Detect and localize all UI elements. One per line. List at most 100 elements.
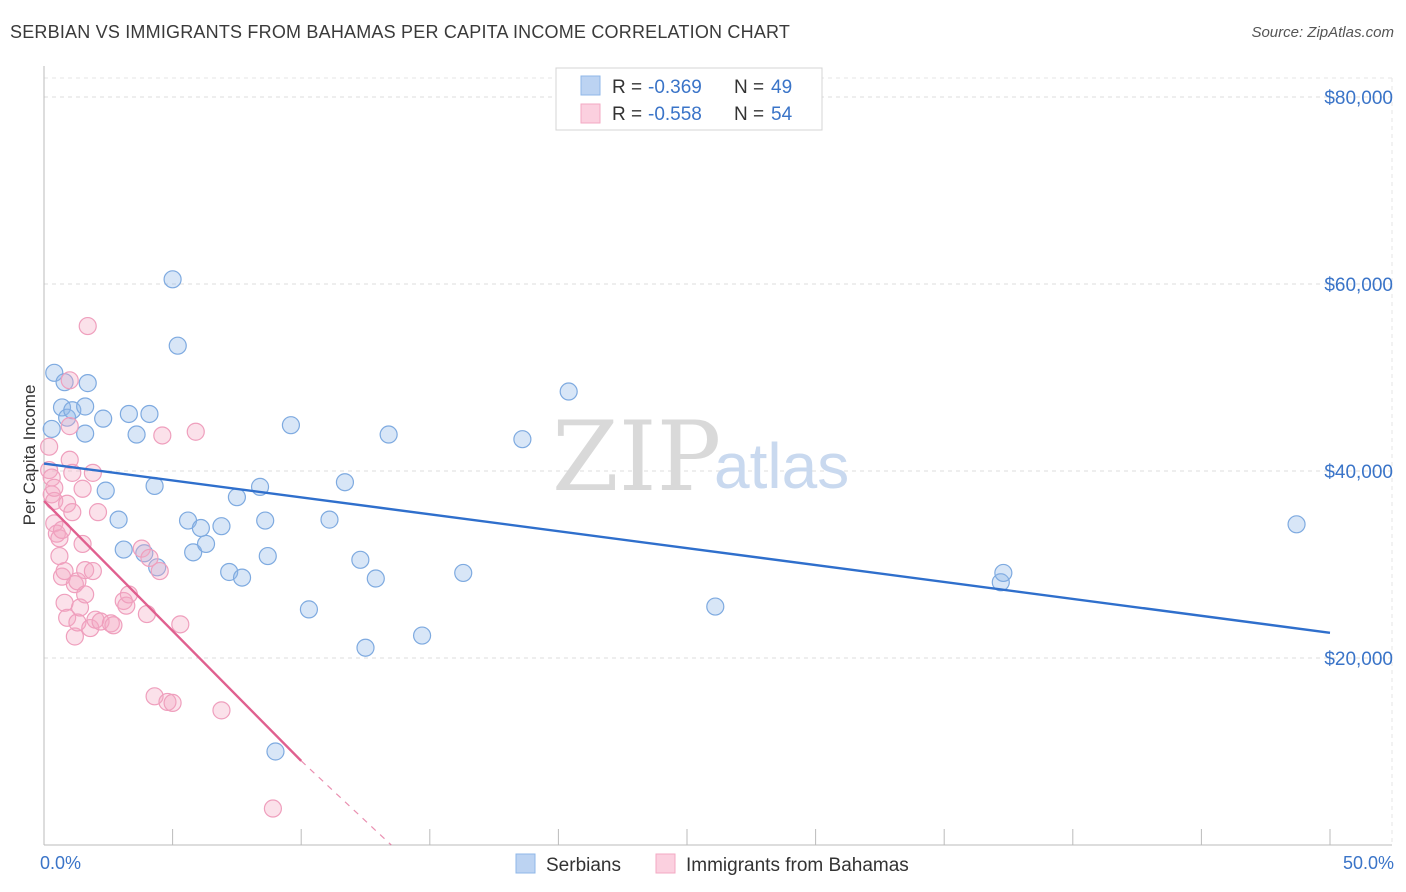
serbian-point: [227, 488, 246, 507]
serbian-point: [191, 518, 210, 538]
legend-r-label-2: R =: [612, 104, 642, 125]
x-tick-label: 50.0%: [1343, 853, 1394, 873]
serbian-point: [559, 382, 578, 401]
bahamas-point: [88, 503, 108, 522]
legend-swatch-serbians: [580, 75, 601, 96]
legend-r-value-2: -0.558: [648, 104, 702, 125]
legend-swatch-bahamas: [580, 103, 601, 124]
y-tick-label: $80,000: [1324, 88, 1393, 109]
bahamas-point: [140, 548, 159, 568]
bahamas-point: [153, 426, 172, 445]
serbian-point: [212, 517, 231, 536]
bahamas-point: [40, 437, 59, 456]
bahamas-point: [263, 799, 283, 818]
serbian-point: [266, 742, 285, 761]
serbian-point: [140, 404, 159, 424]
legend-n-value-1: 49: [771, 77, 792, 98]
bahamas-point: [83, 463, 102, 482]
serbian-point: [76, 397, 95, 416]
bahamas-point: [73, 479, 92, 498]
bahamas-point: [73, 534, 92, 554]
serbian-point: [114, 540, 133, 559]
data-points: [40, 270, 1306, 818]
watermark-atlas: atlas: [714, 430, 849, 502]
bahamas-point: [55, 561, 74, 581]
correlation-legend: R = -0.369 N = 49 R = -0.558 N = 54: [555, 67, 823, 131]
bottom-legend-label-bahamas: Immigrants from Bahamas: [686, 855, 909, 876]
bottom-legend-swatch-serbians: [515, 853, 536, 874]
serbian-point: [706, 597, 725, 616]
legend-n-label-1: N =: [734, 77, 764, 98]
bahamas-point: [137, 604, 156, 624]
legend-n-value-2: 54: [771, 104, 793, 125]
bahamas-point: [63, 503, 82, 522]
bahamas-point: [60, 417, 79, 436]
serbian-point: [366, 569, 385, 588]
trend-lines: [43, 462, 1331, 846]
serbian-point: [335, 473, 355, 492]
y-axis-label: Per Capita Income: [20, 385, 39, 526]
bottom-legend-label-serbians: Serbians: [546, 855, 621, 876]
chart-source: Source: ZipAtlas.com: [1251, 24, 1394, 41]
bahamas-point: [45, 478, 64, 497]
bahamas-point: [171, 615, 190, 634]
serbian-point: [42, 419, 61, 439]
bahamas-trend-line: [43, 500, 303, 762]
bahamas-point: [60, 371, 79, 390]
serbian-point: [119, 404, 138, 424]
serbian-point: [513, 430, 532, 449]
bahamas-point: [52, 520, 72, 540]
serbian-point: [281, 416, 301, 435]
bahamas-point: [76, 585, 95, 604]
serbian-point: [454, 563, 473, 583]
serbian-point: [163, 270, 182, 289]
serbian-point: [76, 424, 95, 443]
serbian-point: [52, 398, 72, 417]
bahamas-point: [101, 614, 120, 633]
bahamas-point: [212, 701, 231, 720]
serbian-point: [299, 600, 319, 619]
y-tick-label: $20,000: [1324, 649, 1393, 670]
x-tick-labels: 0.0% 50.0%: [40, 853, 1394, 873]
serbian-point: [1287, 515, 1306, 534]
y-tick-label: $40,000: [1324, 462, 1393, 483]
bottom-legend-swatch-bahamas: [655, 853, 676, 874]
serbian-trend-line: [43, 462, 1331, 634]
bahamas-point: [58, 608, 77, 627]
serbian-point: [320, 510, 339, 529]
serbian-point: [379, 425, 398, 444]
serbian-point: [351, 550, 370, 569]
serbian-point: [994, 563, 1013, 583]
legend-r-value-1: -0.369: [648, 77, 702, 98]
watermark-zip: ZIP: [552, 401, 721, 513]
bahamas-point: [150, 561, 169, 581]
bahamas-point: [132, 539, 151, 558]
serbian-point: [412, 626, 432, 645]
legend-n-label-2: N =: [734, 104, 764, 125]
y-tick-label: $60,000: [1324, 275, 1393, 296]
series-legend: Serbians Immigrants from Bahamas: [515, 853, 909, 876]
bahamas-point: [117, 596, 136, 615]
bahamas-point: [158, 692, 177, 712]
bahamas-point: [55, 593, 74, 612]
serbian-point: [258, 546, 277, 566]
bahamas-point: [83, 561, 102, 581]
serbian-point: [127, 425, 146, 444]
legend-r-label-1: R =: [612, 77, 642, 98]
serbian-point: [94, 409, 113, 428]
chart-title: SERBIAN VS IMMIGRANTS FROM BAHAMAS PER C…: [10, 22, 791, 42]
bahamas-point: [119, 585, 138, 604]
bahamas-point: [78, 316, 97, 336]
bahamas-point: [186, 422, 205, 441]
serbian-point: [96, 481, 115, 500]
serbian-point: [232, 568, 252, 587]
serbian-point: [168, 336, 187, 355]
bahamas-point: [76, 561, 95, 580]
watermark: ZIP atlas: [552, 401, 849, 513]
serbian-point: [109, 510, 128, 529]
serbian-point: [78, 374, 97, 393]
y-tick-labels: $20,000 $40,000 $60,000 $80,000: [1324, 88, 1393, 670]
serbian-point: [356, 638, 375, 657]
bahamas-point: [65, 627, 84, 646]
